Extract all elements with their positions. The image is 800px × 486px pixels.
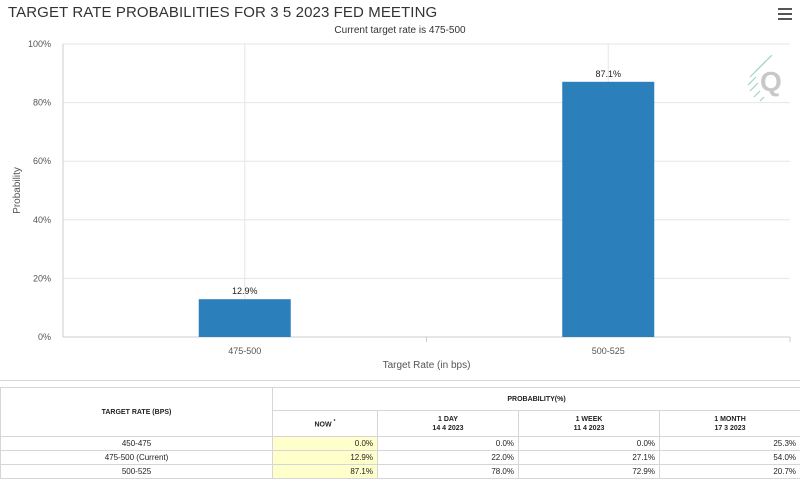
- week-cell: 72.9%: [518, 464, 660, 479]
- x-axis-title: Target Rate (in bps): [383, 360, 471, 371]
- day-cell: 22.0%: [377, 450, 519, 465]
- period-header-day: 1 DAY 14 4 2023: [377, 410, 519, 437]
- rate-cell: 450-475: [0, 436, 273, 451]
- rate-cell: 500-525: [0, 464, 273, 479]
- now-cell: 0.0%: [272, 436, 378, 451]
- day-cell: 0.0%: [377, 436, 519, 451]
- chart-title: TARGET RATE PROBABILITIES FOR 3 5 2023 F…: [8, 4, 438, 21]
- period-header-month: 1 MONTH 17 3 2023: [658, 410, 800, 437]
- week-cell: 0.0%: [518, 436, 660, 451]
- x-tick-label: 500-525: [592, 346, 625, 356]
- rate-cell: 475-500 (Current): [0, 450, 273, 465]
- month-cell: 54.0%: [658, 450, 800, 465]
- table-row: 475-500 (Current) 12.9% 22.0% 27.1% 54.0…: [0, 450, 800, 465]
- bar-475-500: [198, 299, 291, 337]
- y-tick-label: 60%: [33, 156, 51, 166]
- week-cell: 27.1%: [518, 450, 660, 465]
- y-tick-label: 100%: [28, 39, 51, 49]
- y-axis-title: Probability: [12, 167, 23, 214]
- now-cell: 87.1%: [272, 464, 378, 479]
- bar-chart: 0% 20% 40% 60% 80% 100% 12.9% 475-500 87.1% 500-5…: [12, 39, 791, 371]
- x-tick-label: 475-500: [228, 346, 261, 356]
- data-label: 87.1%: [595, 69, 621, 79]
- svg-text:Q: Q: [760, 66, 782, 97]
- table-row: 450-475 0.0% 0.0% 0.0% 25.3%: [0, 436, 800, 451]
- y-tick-label: 0%: [38, 332, 51, 342]
- now-header: NOW *: [272, 410, 378, 437]
- y-tick-label: 40%: [33, 215, 51, 225]
- chart-subtitle: Current target rate is 475-500: [334, 25, 466, 36]
- chart-panel: 0% 20% 40% 60% 80% 100% 12.9% 475-500 87.1% 500-5…: [0, 4, 800, 381]
- y-tick-label: 80%: [33, 98, 51, 108]
- period-header-week: 1 WEEK 11 4 2023: [518, 410, 660, 437]
- probability-header: PROBABILITY(%): [271, 386, 800, 412]
- q-logo: Q: [747, 55, 782, 102]
- y-tick-label: 20%: [33, 273, 51, 283]
- probability-table: TARGET RATE (BPS) PROBABILITY(%) NOW * 1…: [0, 386, 800, 479]
- target-rate-header: TARGET RATE (BPS): [0, 387, 273, 437]
- hamburger-menu-icon[interactable]: [778, 8, 792, 20]
- now-cell: 12.9%: [272, 450, 378, 465]
- data-label: 12.9%: [232, 286, 258, 296]
- day-cell: 78.0%: [377, 464, 519, 479]
- month-cell: 25.3%: [658, 436, 800, 451]
- bar-500-525: [562, 81, 655, 337]
- table-row: 500-525 87.1% 78.0% 72.9% 20.7%: [0, 464, 800, 479]
- month-cell: 20.7%: [658, 464, 800, 479]
